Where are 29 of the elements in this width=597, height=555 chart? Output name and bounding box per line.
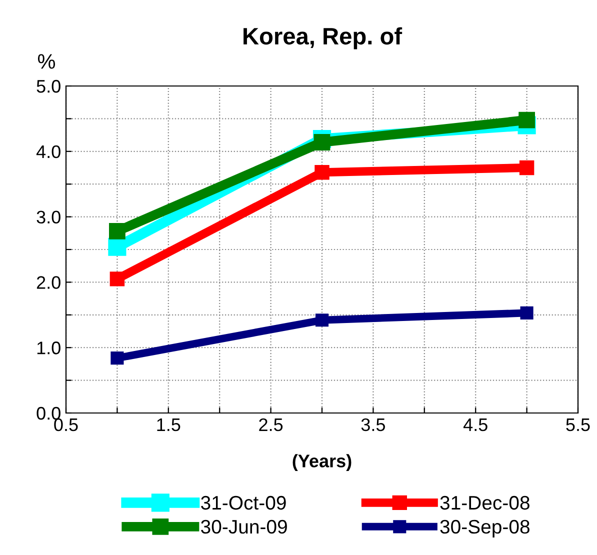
point: [518, 112, 535, 128]
point: [108, 238, 126, 256]
y-tick-label: 4.0: [36, 145, 60, 158]
point: [110, 272, 125, 286]
point: [519, 160, 534, 176]
y-tick-label: 2.0: [36, 276, 60, 289]
x-tick-label: 0.5: [54, 418, 78, 432]
x-axis-title: (Years): [292, 454, 352, 471]
point: [314, 134, 330, 150]
y-tick-label: 0.0: [36, 406, 60, 420]
x-tick-label: 1.5: [157, 418, 180, 432]
point: [109, 222, 126, 240]
point: [314, 164, 330, 180]
chart-title: Korea, Rep. of: [244, 27, 402, 50]
point: [110, 352, 124, 365]
y-axis-title: %: [38, 54, 56, 69]
x-tick-label: 2.5: [259, 418, 283, 432]
x-tick-label: 4.5: [463, 418, 488, 432]
y-tick-label: 3.0: [36, 210, 60, 224]
legend-label: 31-Oct-09: [201, 496, 286, 510]
x-tick-label: 5.5: [566, 418, 590, 432]
x-tick-label: 3.5: [361, 418, 385, 432]
legend-label: 31-Dec-08: [440, 496, 530, 510]
y-tick-label: 1.0: [37, 342, 60, 354]
legend-label: 30-Jun-09: [201, 520, 287, 534]
legend-label: 30-Sep-08: [440, 520, 530, 538]
point: [315, 314, 329, 327]
y-tick-label: 5.0: [36, 80, 60, 93]
point: [520, 306, 534, 320]
